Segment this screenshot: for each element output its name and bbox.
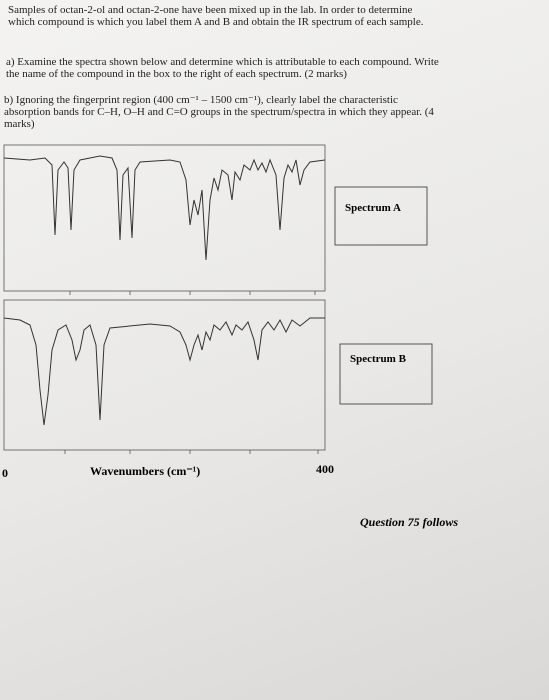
- spectrum-a-trace: [3, 155, 326, 261]
- intro-text: Samples of octan-2-ol and octan-2-one ha…: [8, 4, 424, 28]
- part-b-text: b) Ignoring the fingerprint region (400 …: [4, 94, 434, 130]
- answer-box-b: [339, 343, 433, 405]
- part-a-text: a) Examine the spectra shown below and d…: [6, 56, 439, 80]
- axis-title: Wavenumbers (cm⁻¹): [90, 464, 200, 478]
- answer-box-a: [334, 186, 428, 246]
- spectrum-b-trace: [3, 317, 325, 426]
- axis-right-label: 400: [316, 462, 334, 476]
- plot-frame-b: [3, 299, 326, 451]
- axis-left-label: 0: [2, 466, 8, 480]
- footer-text: Question 75 follows: [360, 515, 458, 529]
- plot-frame-a: [3, 144, 326, 292]
- spectrum-b-label: Spectrum B: [350, 353, 407, 365]
- spectrum-a-label: Spectrum A: [345, 202, 401, 214]
